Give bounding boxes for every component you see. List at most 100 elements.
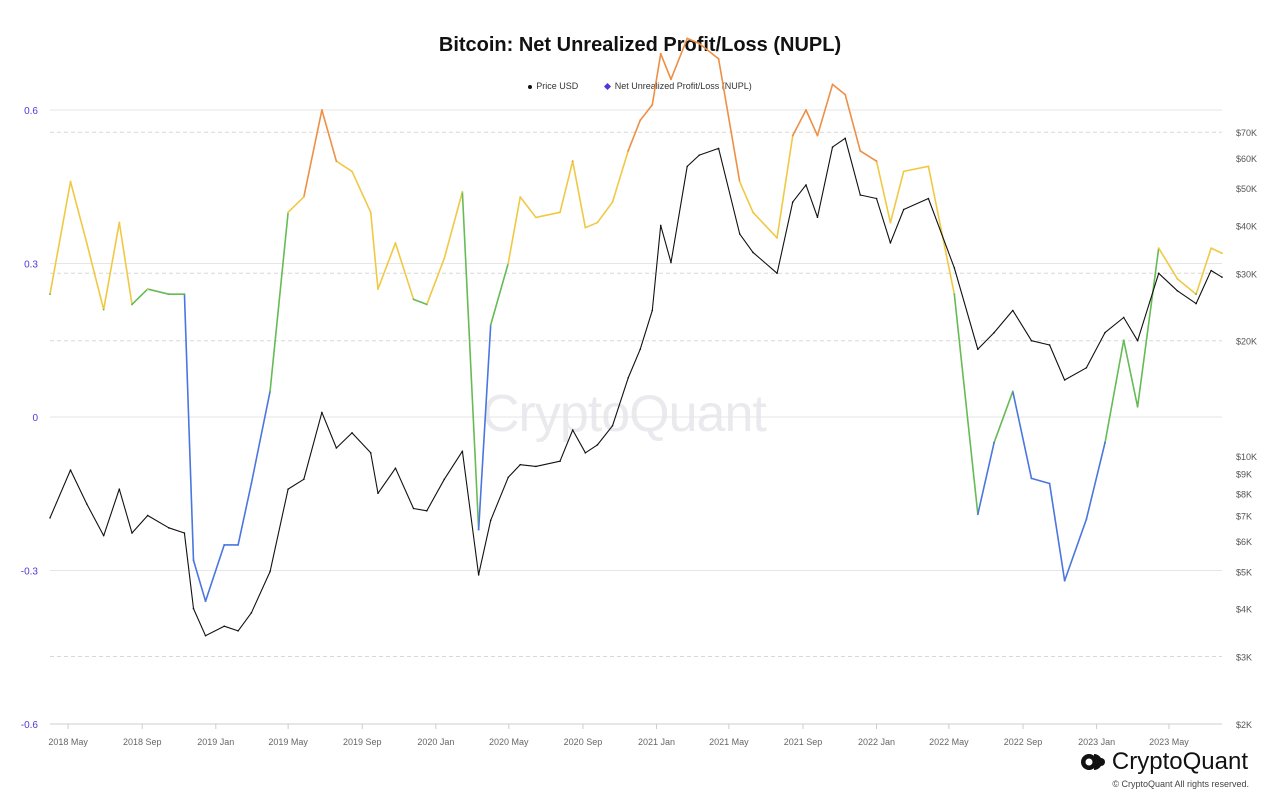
nupl-point: [752, 211, 754, 214]
y-right-tick-label: $7K: [1236, 511, 1252, 521]
nupl-line-segment: [1210, 247, 1223, 255]
nupl-line-segment: [426, 257, 446, 306]
nupl-point: [844, 93, 847, 96]
nupl-point: [1157, 247, 1160, 250]
nupl-point: [425, 303, 428, 306]
nupl-point: [859, 150, 862, 152]
price-point: [993, 331, 995, 334]
nupl-point: [1011, 390, 1014, 393]
y-right-tick-label: $20K: [1236, 337, 1257, 347]
y-left-tick-label: 0: [32, 413, 38, 424]
price-point: [953, 266, 956, 269]
legend-item-price[interactable]: Price USD: [528, 81, 578, 91]
price-point: [287, 488, 289, 490]
nupl-line-segment: [507, 196, 522, 265]
y-right-tick-label: $2K: [1236, 720, 1252, 730]
nupl-line-segment: [118, 221, 133, 306]
price-point: [977, 348, 979, 351]
price-point: [1210, 269, 1212, 272]
price-point: [377, 492, 379, 495]
nupl-point: [627, 150, 630, 152]
price-point: [639, 348, 642, 351]
price-point: [49, 517, 51, 519]
y-right-tick-label: $70K: [1236, 128, 1257, 138]
nupl-point: [167, 293, 170, 296]
nupl-line-segment: [1176, 278, 1197, 296]
price-point: [146, 514, 149, 517]
y-right-tick-label: $10K: [1236, 452, 1257, 462]
nupl-point: [394, 242, 397, 244]
legend-circle-marker: [528, 84, 533, 89]
nupl-line-segment: [1048, 482, 1066, 582]
price-point: [394, 467, 397, 469]
y-right-tick-label: $3K: [1236, 653, 1252, 663]
price-point: [859, 194, 862, 196]
nupl-point: [559, 211, 561, 214]
price-point: [738, 233, 741, 235]
price-point: [776, 272, 778, 275]
nupl-point: [204, 600, 207, 603]
price-point: [426, 509, 428, 512]
nupl-line-segment: [791, 109, 807, 137]
nupl-point: [351, 170, 353, 173]
nupl-line-segment: [717, 58, 741, 183]
nupl-line-segment: [443, 191, 464, 260]
nupl-line-segment: [875, 160, 892, 224]
nupl-line-segment: [659, 52, 672, 81]
price-point: [831, 146, 834, 148]
copyright-text: © CryptoQuant All rights reserved.: [1112, 779, 1249, 789]
y-right-tick-label: $4K: [1236, 605, 1252, 615]
nupl-line-segment: [535, 211, 561, 219]
price-point: [1012, 309, 1014, 312]
nupl-point: [1210, 247, 1213, 250]
nupl-point: [1176, 277, 1179, 280]
nupl-line-segment: [902, 165, 930, 173]
y-right-tick-label: $60K: [1236, 154, 1257, 164]
price-point: [717, 147, 720, 150]
x-tick-label: 2021 Jan: [638, 737, 675, 747]
x-tick-label: 2019 Sep: [343, 737, 382, 747]
price-point: [69, 469, 72, 471]
nupl-point: [831, 83, 834, 86]
legend-item-nupl[interactable]: Net Unrealized Profit/Loss (NUPL): [603, 81, 752, 91]
nupl-point: [875, 160, 878, 163]
nupl-point: [1104, 441, 1106, 444]
price-point: [889, 242, 892, 244]
nupl-line-segment: [776, 134, 794, 239]
nupl-point: [369, 211, 372, 214]
y-left-tick-label: 0.3: [24, 260, 38, 271]
y-right-tick-label: $9K: [1236, 470, 1252, 480]
nupl-line-segment: [237, 482, 253, 546]
nupl-point: [571, 160, 574, 163]
price-point: [1048, 344, 1051, 346]
nupl-point: [1048, 482, 1051, 485]
nupl-line-segment: [269, 211, 289, 393]
nupl-point: [791, 134, 794, 137]
price-point: [192, 607, 195, 610]
y-right-tick-label: $8K: [1236, 489, 1252, 499]
nupl-line-segment: [369, 211, 379, 290]
y-left-tick-label: 0.6: [24, 106, 38, 117]
x-tick-label: 2022 Jan: [858, 737, 895, 747]
x-tick-label: 2020 Sep: [564, 737, 603, 747]
price-point: [1063, 379, 1066, 381]
nupl-line-segment: [287, 196, 305, 214]
nupl-point: [1030, 477, 1033, 480]
nupl-line-segment: [752, 211, 778, 239]
legend-label-nupl: Net Unrealized Profit/Loss (NUPL): [614, 81, 752, 91]
nupl-line-segment: [559, 160, 574, 214]
nupl-point: [250, 482, 253, 485]
nupl-line-segment: [85, 242, 105, 311]
nupl-line-segment: [831, 83, 846, 96]
nupl-point: [223, 544, 226, 546]
nupl-line-segment: [489, 262, 509, 326]
nupl-line-segment: [1195, 247, 1212, 296]
nupl-line-segment: [412, 298, 428, 306]
price-point: [1104, 331, 1106, 334]
nupl-line-segment: [596, 201, 614, 224]
price-point: [571, 429, 574, 431]
nupl-point: [953, 293, 956, 296]
y-left-tick-label: -0.6: [21, 720, 39, 731]
nupl-line-segment: [1085, 441, 1106, 521]
